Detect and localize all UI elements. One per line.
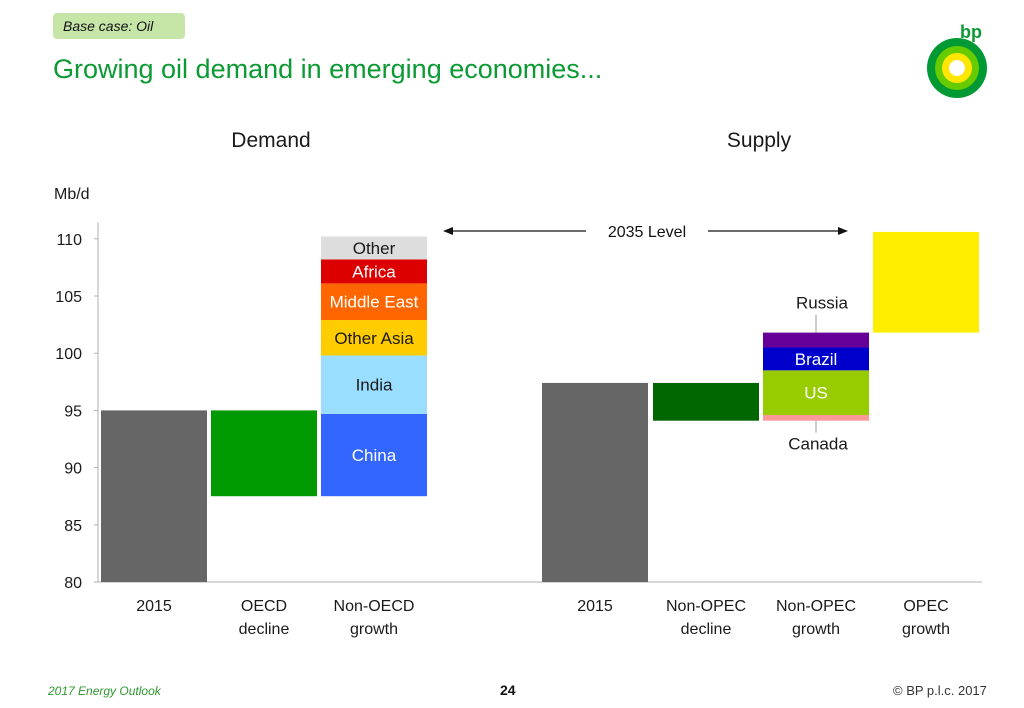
logo-text: bp [960, 22, 982, 42]
bar-segment [763, 370, 869, 415]
x-category-label: 2015 [577, 598, 613, 615]
segment-label: Brazil [795, 350, 838, 369]
bp-logo: bp [927, 22, 987, 98]
bar-segment [873, 231, 979, 333]
segment-label: China [352, 446, 397, 465]
bar-segment [542, 382, 648, 582]
x-category-label: decline [681, 621, 732, 638]
panel-title: Supply [727, 129, 792, 152]
segment-label: Middle East [330, 293, 419, 312]
y-tick-label: 90 [64, 461, 82, 478]
segment-label: Other [353, 239, 396, 258]
bar-segment [321, 320, 427, 356]
x-category-label: Non-OPEC [776, 598, 856, 615]
x-category-label: growth [902, 621, 950, 638]
x-category-label: OECD [241, 598, 287, 615]
base-case-tag: Base case: Oil [53, 13, 185, 39]
x-category-label: OPEC [903, 598, 948, 615]
y-tick-label: 85 [64, 518, 82, 535]
bar-segment [653, 382, 759, 421]
copyright: © BP p.l.c. 2017 [893, 683, 987, 698]
bar-segment [321, 236, 427, 260]
bar-segment [211, 410, 317, 497]
bar-segment [321, 355, 427, 414]
segment-label: Africa [352, 262, 396, 281]
bar-segment [763, 414, 869, 421]
page-title: Growing oil demand in emerging economies… [53, 54, 603, 84]
panel-title: Demand [231, 129, 310, 152]
helios-icon [927, 38, 987, 98]
segment-label: Russia [796, 294, 849, 313]
y-tick-label: 95 [64, 403, 82, 420]
x-category-label: Non-OECD [334, 598, 415, 615]
bar-segment [321, 259, 427, 284]
segment-label: US [804, 384, 828, 403]
y-tick-label: 100 [55, 346, 82, 363]
x-category-label: Non-OPEC [666, 598, 746, 615]
y-axis-label: Mb/d [54, 186, 90, 203]
bar-segment [763, 347, 869, 371]
bar-segment [763, 332, 869, 348]
bar-segment [101, 410, 207, 582]
bar-segment [321, 413, 427, 497]
x-category-label: decline [239, 621, 290, 638]
segment-label: Other Asia [334, 329, 414, 348]
y-tick-label: 105 [55, 289, 82, 306]
segment-label: Canada [788, 435, 848, 454]
annotation-label: 2035 Level [608, 224, 686, 241]
y-tick-label: 80 [64, 575, 82, 592]
footer-outlook-label: 2017 Energy Outlook [48, 684, 161, 698]
y-tick-label: 110 [56, 232, 82, 249]
arrow-head-right [838, 227, 848, 235]
arrow-head-left [443, 227, 453, 235]
page-number: 24 [500, 682, 516, 698]
x-category-label: growth [350, 621, 398, 638]
segment-label: India [356, 376, 393, 395]
x-category-label: 2015 [136, 598, 172, 615]
x-category-label: growth [792, 621, 840, 638]
bar-segment [321, 283, 427, 321]
